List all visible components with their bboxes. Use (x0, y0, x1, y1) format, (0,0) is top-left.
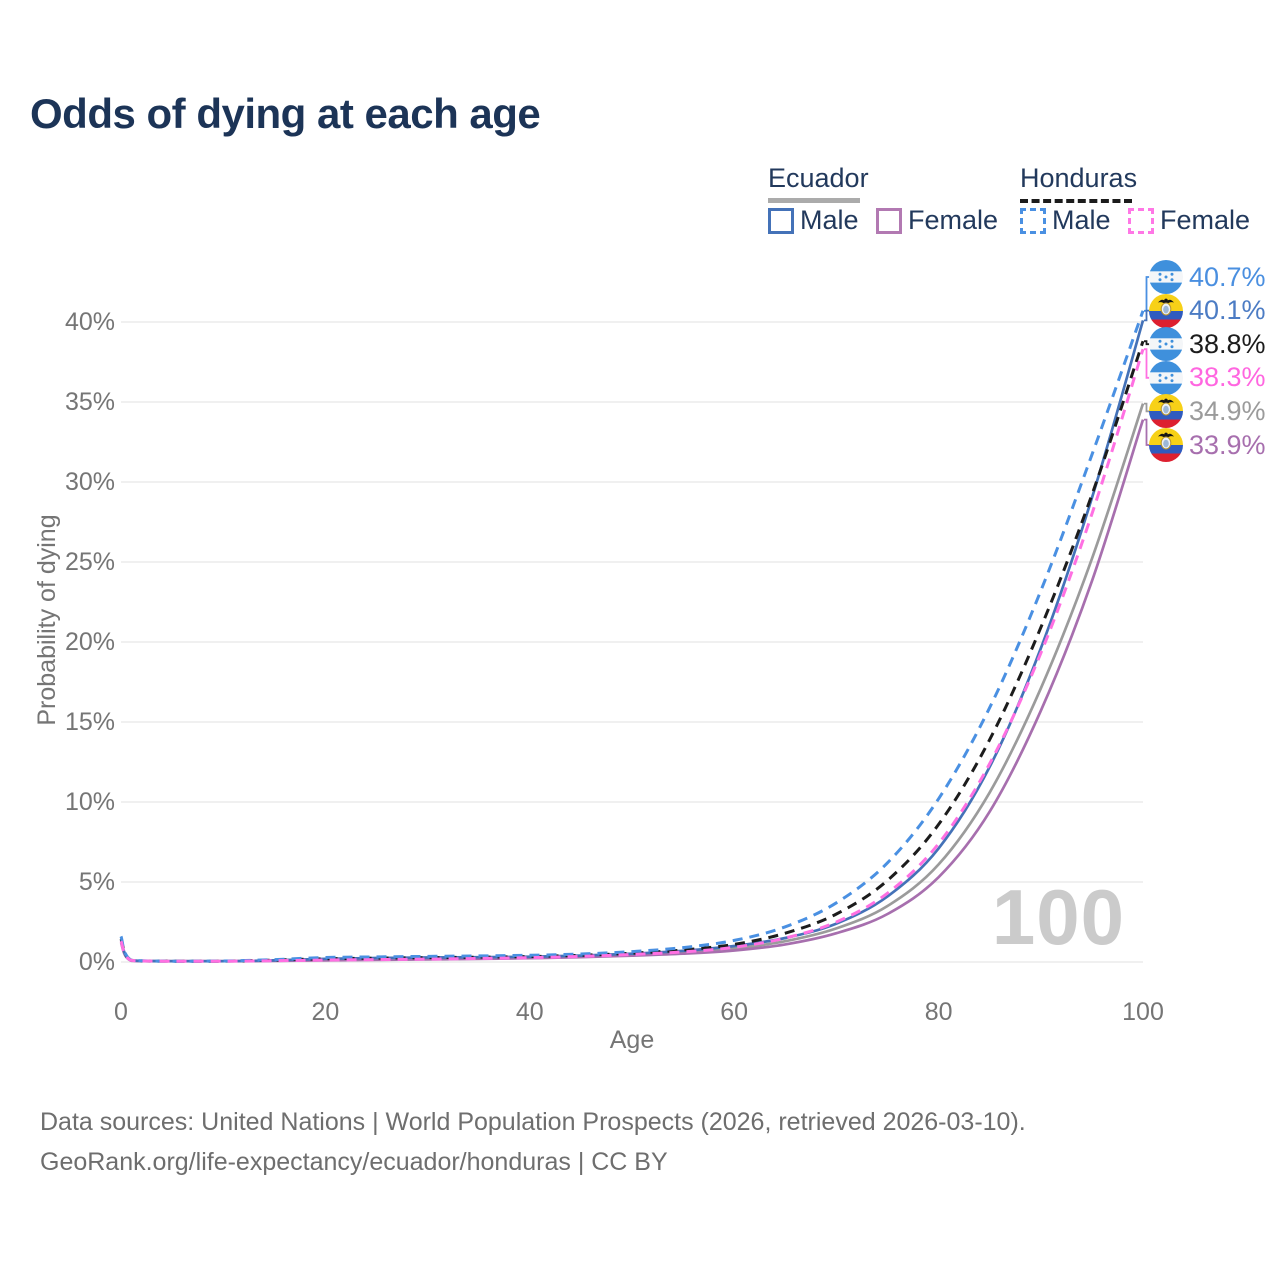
y-tick-label-5: 5% (78, 868, 115, 896)
legend-label-ecuador-male: Male (800, 205, 859, 235)
end-label-value-honduras-both: 38.8% (1189, 328, 1266, 359)
y-tick-label-40: 40% (64, 308, 115, 336)
x-tick-label-0: 0 (114, 998, 128, 1026)
ecuador-flag-icon (1149, 293, 1183, 328)
legend-swatch-honduras-female-icon (1128, 207, 1154, 234)
ecuador-flag-icon (1149, 428, 1183, 462)
legend-underline-ecuador (768, 198, 860, 203)
end-label-value-ecuador-female: 33.9% (1189, 429, 1266, 460)
footer-data-sources: Data sources: United Nations | World Pop… (40, 1108, 1026, 1136)
end-label-value-honduras-male: 40.7% (1189, 261, 1266, 292)
x-tick-label-80: 80 (924, 998, 953, 1026)
x-tick-label-20: 20 (311, 998, 340, 1026)
series-line-honduras-female (119, 348, 1145, 963)
x-tick-label-100: 100 (1122, 998, 1164, 1026)
series-line-honduras-both (119, 340, 1145, 963)
y-tick-label-0: 0% (78, 948, 115, 976)
legend-group-ecuador: Ecuador (768, 163, 869, 203)
honduras-flag-icon (1149, 260, 1183, 294)
footer-attribution: GeoRank.org/life-expectancy/ecuador/hond… (40, 1148, 668, 1176)
honduras-flag-icon (1149, 327, 1183, 362)
leader-line-ecuador-female (1144, 418, 1150, 446)
legend-label-honduras-female: Female (1160, 205, 1251, 235)
y-tick-label-25: 25% (64, 548, 115, 576)
watermark-age-label: 100 (991, 873, 1125, 961)
y-tick-label-15: 15% (64, 708, 115, 736)
legend-item-honduras-female[interactable]: Female (1128, 205, 1250, 236)
x-axis-title: Age (609, 1026, 655, 1054)
legend-label-honduras-male: Male (1052, 205, 1111, 235)
end-label-value-honduras-female: 38.3% (1189, 362, 1266, 393)
legend-item-ecuador-female[interactable]: Female (876, 205, 998, 236)
legend-swatch-honduras-male-icon (1020, 207, 1046, 234)
leader-line-honduras-both (1144, 340, 1150, 346)
legend-item-honduras-male[interactable]: Male (1020, 205, 1111, 236)
legend-item-ecuador-male[interactable]: Male (768, 205, 859, 236)
legend-group-honduras: Honduras (1020, 163, 1137, 203)
leader-line-honduras-female (1144, 348, 1150, 379)
y-tick-label-35: 35% (64, 388, 115, 416)
end-label-ecuador-both: 34.9% (1149, 394, 1266, 429)
legend-underline-honduras (1020, 199, 1132, 203)
honduras-flag-icon (1149, 360, 1183, 395)
y-tick-label-30: 30% (64, 468, 115, 496)
leader-line-honduras-male (1144, 276, 1150, 312)
legend-country-ecuador: Ecuador (768, 163, 869, 193)
x-tick-label-40: 40 (515, 998, 544, 1026)
end-label-ecuador-male: 40.1% (1149, 293, 1266, 328)
legend-label-ecuador-female: Female (908, 205, 999, 235)
end-label-honduras-male: 40.7% (1149, 260, 1266, 294)
end-label-honduras-both: 38.8% (1149, 327, 1266, 362)
series-line-honduras-male (119, 310, 1145, 963)
end-label-honduras-female: 38.3% (1149, 360, 1266, 395)
series-line-ecuador-male (119, 320, 1145, 963)
end-label-ecuador-female: 33.9% (1149, 428, 1266, 462)
y-tick-label-20: 20% (64, 628, 115, 656)
ecuador-flag-icon (1149, 394, 1183, 429)
page-title: Odds of dying at each age (30, 90, 541, 137)
legend-swatch-ecuador-female-icon (876, 207, 902, 234)
legend-swatch-ecuador-male-icon (768, 207, 794, 234)
end-label-value-ecuador-both: 34.9% (1189, 395, 1266, 426)
leader-line-ecuador-both (1144, 402, 1150, 413)
x-tick-label-60: 60 (720, 998, 749, 1026)
leader-line-ecuador-male (1144, 309, 1150, 322)
end-label-value-ecuador-male: 40.1% (1189, 295, 1266, 326)
legend-country-honduras: Honduras (1020, 163, 1138, 193)
y-tick-label-10: 10% (64, 788, 115, 816)
